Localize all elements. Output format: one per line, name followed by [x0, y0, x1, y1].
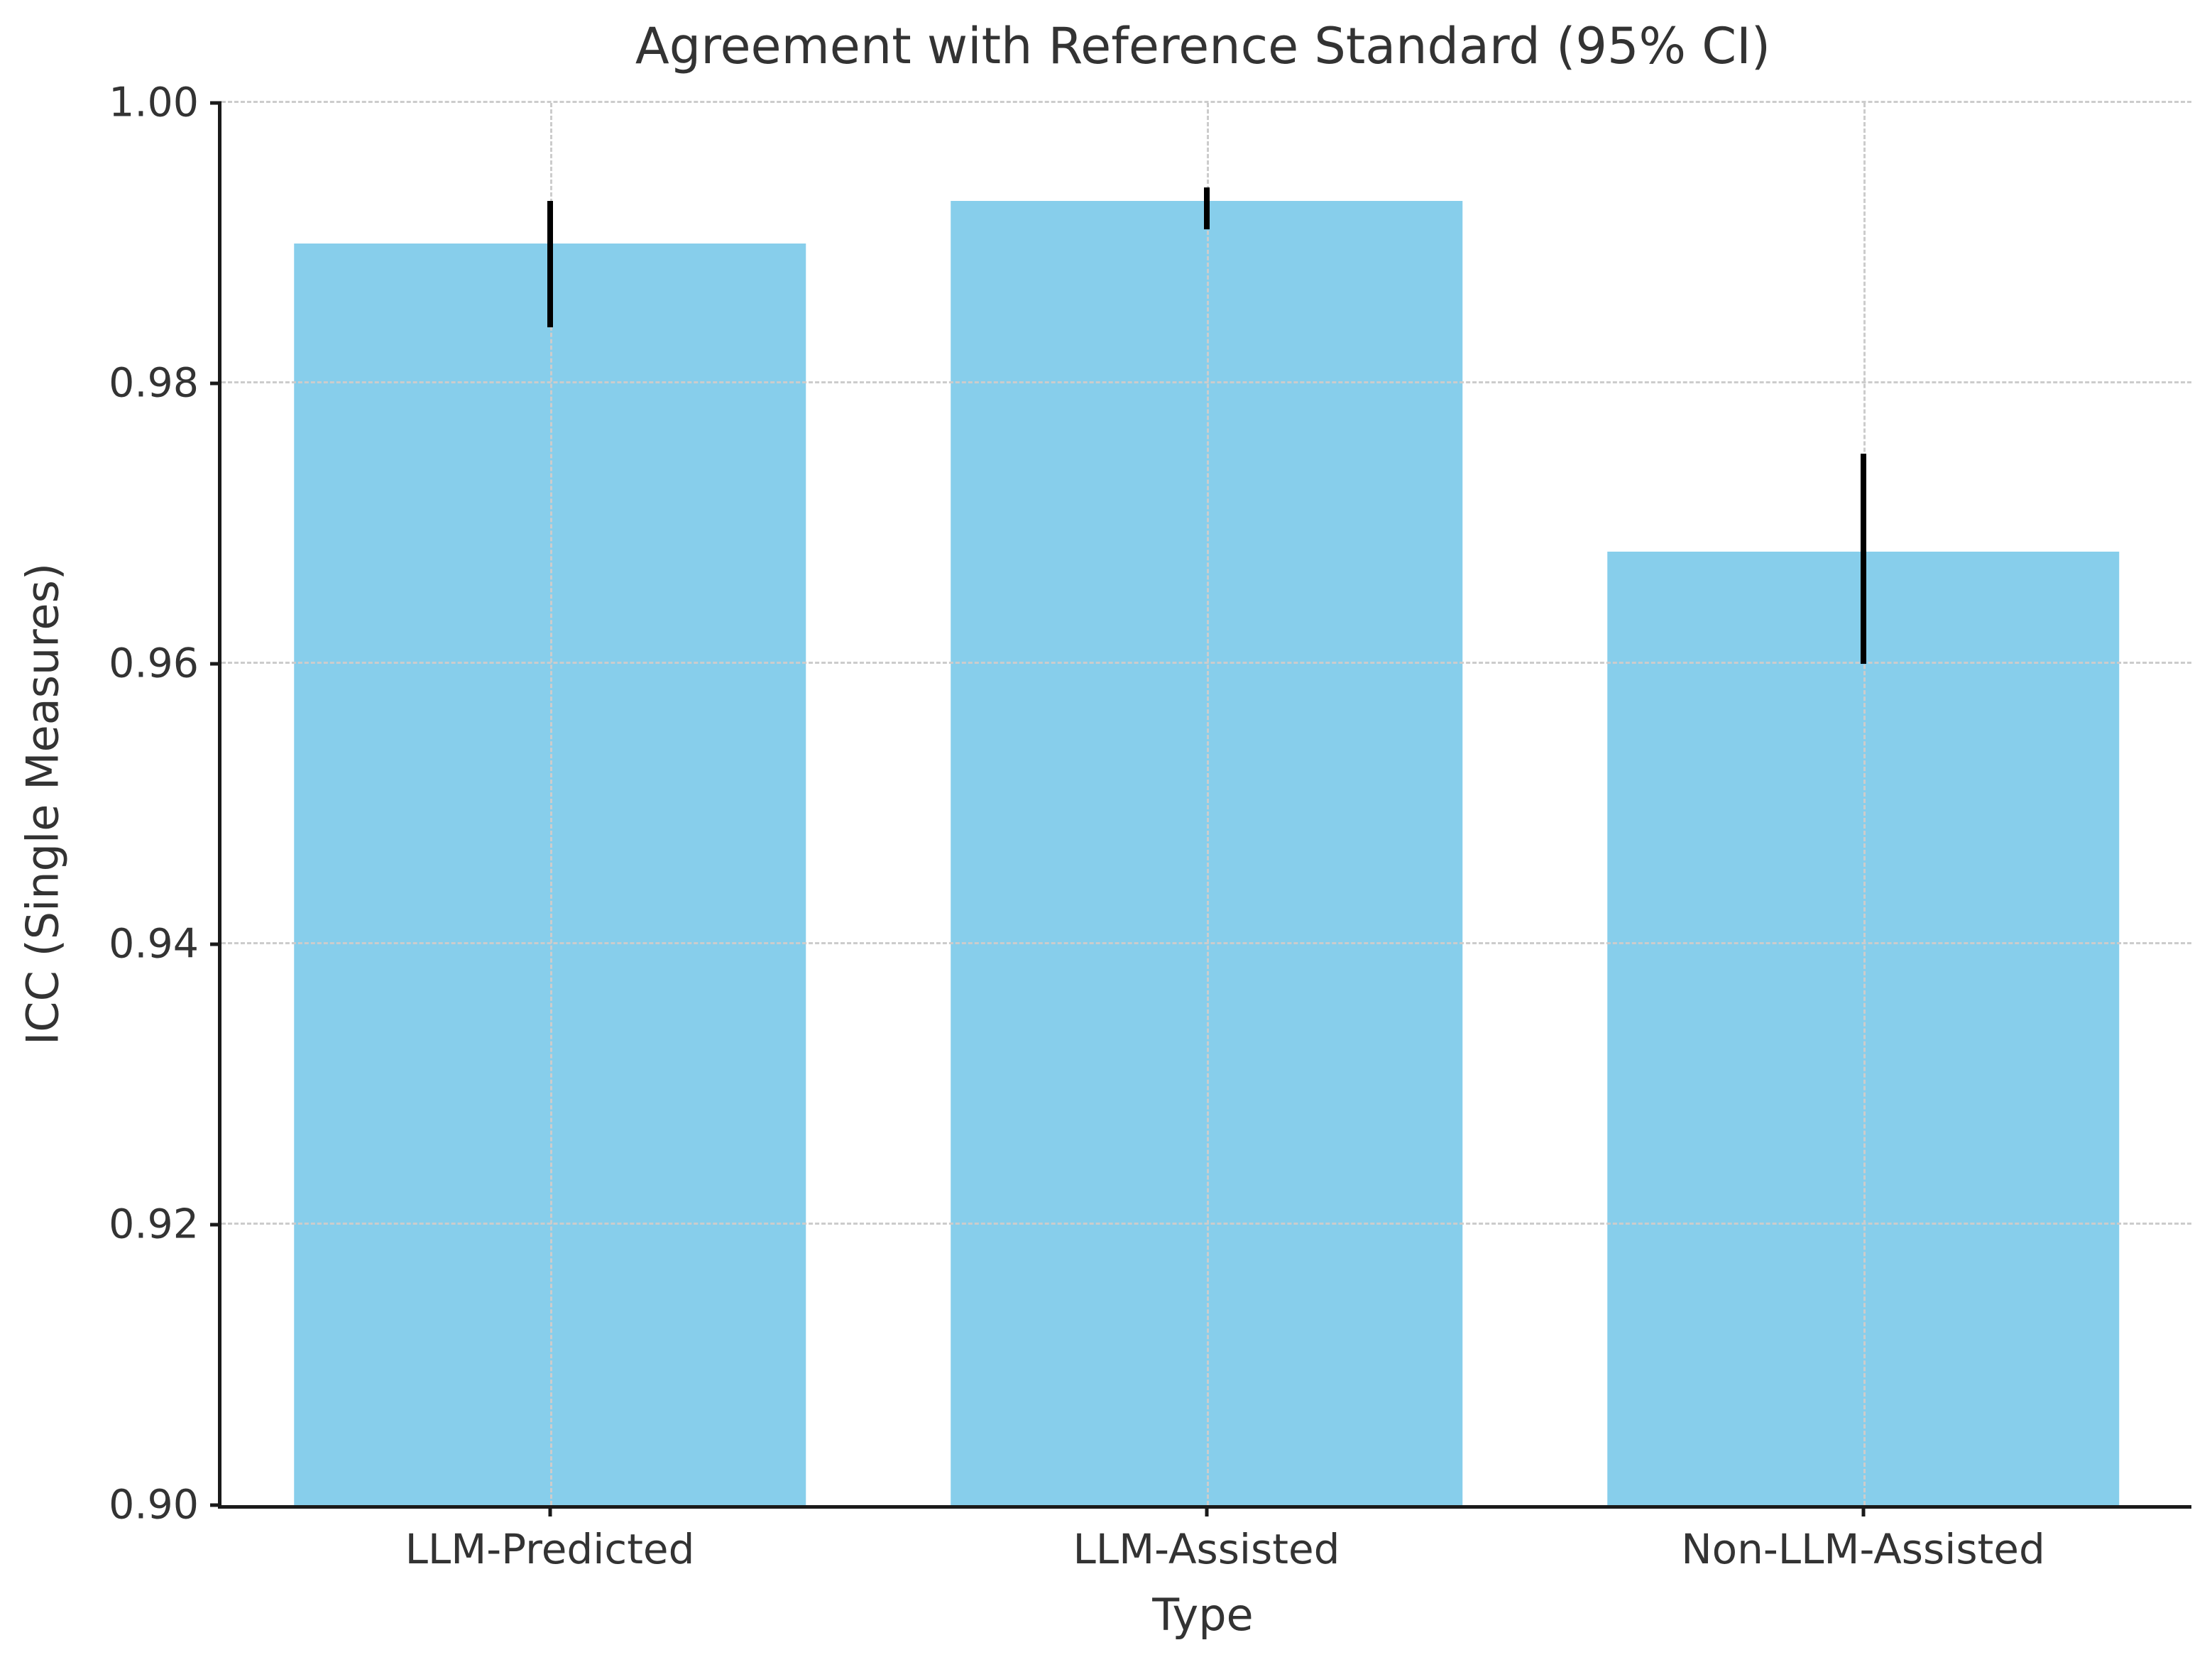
x-tick-mark — [548, 1505, 552, 1516]
y-tick-label: 0.96 — [109, 640, 199, 687]
y-tick-label: 0.92 — [109, 1201, 199, 1248]
x-tick-label: Non-LLM-Assisted — [1681, 1525, 2045, 1573]
x-gridline — [1863, 103, 1866, 1505]
x-tick-label: LLM-Predicted — [405, 1525, 695, 1573]
y-tick-label: 0.98 — [109, 359, 199, 407]
error-bar — [1203, 187, 1210, 229]
y-tick-label: 1.00 — [109, 79, 199, 126]
x-axis-label: Type — [1152, 1589, 1254, 1641]
y-tick-label: 0.90 — [109, 1481, 199, 1529]
x-tick-label: LLM-Assisted — [1073, 1525, 1340, 1573]
y-tick-mark — [210, 662, 221, 666]
x-tick-mark — [1205, 1505, 1208, 1516]
x-tick-mark — [1861, 1505, 1865, 1516]
error-bar — [1860, 453, 1866, 664]
x-gridline — [549, 103, 552, 1505]
y-tick-mark — [210, 942, 221, 946]
y-tick-mark — [210, 101, 221, 105]
x-gridline — [1206, 103, 1209, 1505]
y-axis-label: ICC (Single Measures) — [16, 562, 69, 1046]
chart-title: Agreement with Reference Standard (95% C… — [635, 17, 1771, 75]
y-tick-mark — [210, 1223, 221, 1227]
y-gridline — [221, 101, 2191, 103]
y-tick-mark — [210, 381, 221, 386]
y-tick-mark — [210, 1503, 221, 1507]
y-tick-label: 0.94 — [109, 920, 199, 968]
error-bar — [547, 201, 553, 327]
plot-area: 0.90 0.92 0.94 0.96 0.98 1.00 LLM-Predicted LLM… — [109, 82, 2191, 1573]
